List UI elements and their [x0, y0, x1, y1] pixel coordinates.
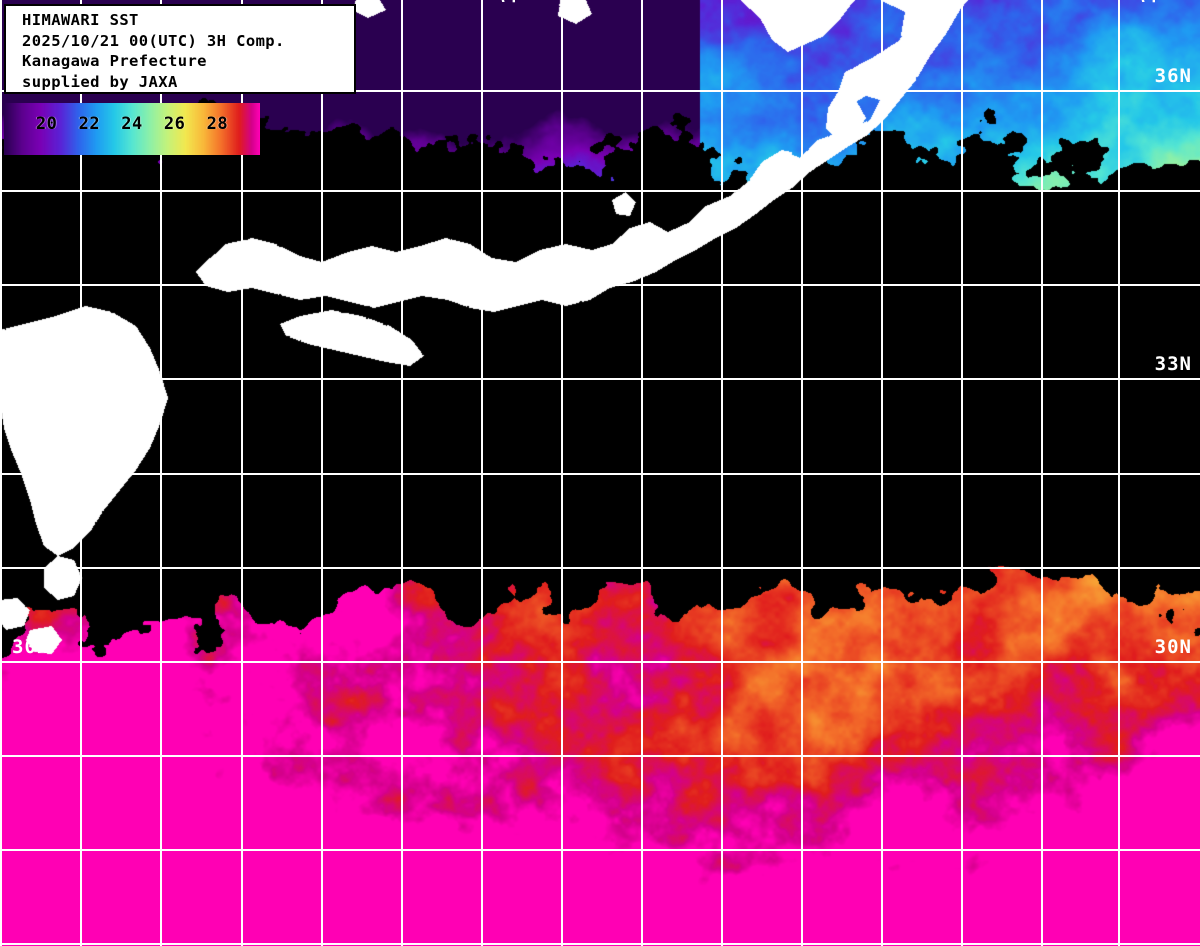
colorbar-tick-28: 28	[206, 114, 229, 134]
colorbar-tick-26: 26	[163, 114, 186, 134]
title-line-datetime: 2025/10/21 00(UTC) 3H Comp.	[22, 31, 285, 50]
title-line-product: HIMAWARI SST	[22, 11, 139, 29]
colorbar-tick-20: 20	[35, 114, 58, 134]
colorbar-tick-22: 22	[78, 114, 101, 134]
colorbar: 20 22 24 26 28	[4, 103, 260, 155]
title-line-source: supplied by JAXA	[22, 72, 178, 91]
colorbar-tick-24: 24	[121, 114, 143, 134]
colorbar-gradient	[4, 103, 260, 155]
title-card: HIMAWARI SST 2025/10/21 00(UTC) 3H Comp.…	[4, 4, 356, 94]
colorbar-tick-labels: 20 22 24 26 28	[4, 103, 260, 155]
title-line-region: Kanagawa Prefecture	[22, 52, 207, 70]
